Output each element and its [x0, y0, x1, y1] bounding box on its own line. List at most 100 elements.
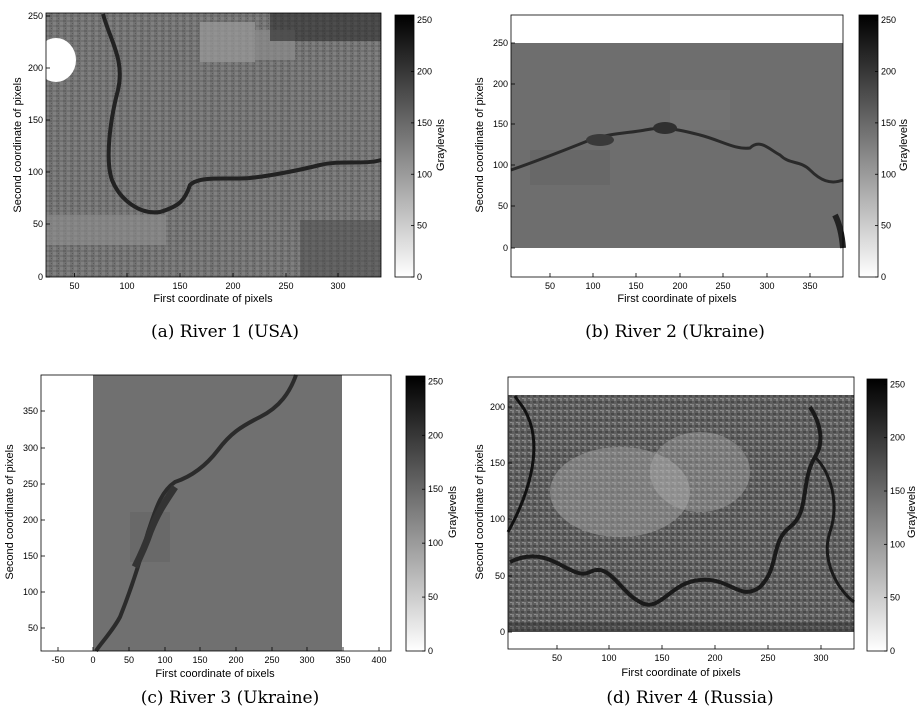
- x-tick-label: 150: [172, 281, 187, 291]
- x-axis-label-river-4: First coordinate of pixels: [621, 667, 741, 677]
- colorbar-tick-label: 50: [890, 593, 900, 603]
- x-tick-label: 0: [90, 655, 95, 665]
- y-tick-label: 300: [23, 443, 38, 453]
- panel-river-2: 0 50 100 150 200 250 50 100 150 200 250 300 350 Fir…: [470, 0, 917, 352]
- colorbar-tick-label: 250: [890, 379, 905, 389]
- x-tick-label: 150: [628, 281, 643, 291]
- colorbar-tick-label: 100: [428, 538, 443, 548]
- x-tick-label: 400: [371, 655, 386, 665]
- x-tick-label: 100: [601, 653, 616, 663]
- y-axis-label-river-3: Second coordinate of pixels: [4, 444, 16, 580]
- y-tick-label: 50: [33, 219, 43, 229]
- y-tick-label: 0: [500, 627, 505, 637]
- x-ticks-river-3: -50 0 50 100 150 200 250 300 350 400: [51, 647, 387, 665]
- y-tick-label: 50: [498, 201, 508, 211]
- x-tick-label: 50: [545, 281, 555, 291]
- figure-river-3: 50 100 150 200 250 300 350 -50 0 50 100 150 200 250 3…: [4, 374, 459, 680]
- x-tick-label: 50: [69, 281, 79, 291]
- panel-river-3: 50 100 150 200 250 300 350 -50 0 50 100 150 200 250 3…: [0, 362, 459, 717]
- satellite-image-river-2: [510, 43, 846, 249]
- satellite-image-river-3: [93, 374, 342, 653]
- x-tick-label: 100: [119, 281, 134, 291]
- y-tick-label: 100: [493, 160, 508, 170]
- y-tick-label: 150: [28, 115, 43, 125]
- colorbar-label-river-2: Graylevels: [898, 119, 910, 171]
- colorbar-tick-label: 200: [881, 67, 896, 77]
- colorbar-tick-label: 250: [428, 376, 443, 386]
- y-tick-label: 250: [23, 479, 38, 489]
- colorbar-tick-label: 0: [428, 646, 433, 656]
- colorbar-label-river-1: Graylevels: [435, 119, 447, 171]
- x-tick-label: 300: [813, 653, 828, 663]
- y-tick-label: 200: [28, 63, 43, 73]
- y-tick-label: 150: [493, 119, 508, 129]
- colorbar-river-1: [394, 14, 415, 278]
- x-axis-label-river-1: First coordinate of pixels: [153, 293, 273, 305]
- satellite-image-river-1: [36, 13, 382, 277]
- y-ticks-river-2: 0 50 100 150 200 250: [493, 38, 515, 253]
- colorbar-tick-label: 50: [881, 221, 891, 231]
- colorbar-tick-label: 200: [428, 430, 443, 440]
- x-tick-label: -50: [51, 655, 64, 665]
- colorbar-river-2: [858, 14, 879, 278]
- colorbar-tick-label: 150: [417, 118, 432, 128]
- colorbar-tick-label: 150: [890, 486, 905, 496]
- y-tick-label: 250: [28, 11, 43, 21]
- panel-river-1: 0 50 100 150 200 250 50 100 150 200 250 300 First …: [0, 0, 458, 352]
- caption-river-3: (c) River 3 (Ukraine): [140, 688, 320, 708]
- y-tick-label: 350: [23, 406, 38, 416]
- x-tick-label: 200: [707, 653, 722, 663]
- x-ticks-river-4: 50 100 150 200 250 300: [552, 645, 829, 663]
- satellite-image-river-4: [506, 395, 855, 632]
- y-tick-label: 150: [23, 551, 38, 561]
- colorbar-tick-label: 0: [881, 272, 886, 282]
- x-axis-label-river-2: First coordinate of pixels: [617, 293, 737, 305]
- x-tick-label: 100: [585, 281, 600, 291]
- caption-river-4: (d) River 4 (Russia): [606, 688, 774, 708]
- colorbar-tick-label: 100: [881, 169, 896, 179]
- y-axis-label-river-4: Second coordinate of pixels: [474, 444, 486, 580]
- colorbar-tick-label: 0: [417, 272, 422, 282]
- y-tick-label: 250: [493, 38, 508, 48]
- colorbar-tick-label: 150: [428, 484, 443, 494]
- caption-river-1: (a) River 1 (USA): [151, 322, 299, 342]
- colorbar-tick-label: 50: [428, 592, 438, 602]
- panel-river-4: 0 50 100 150 200 50 100 150 200 250 300 First coo…: [470, 362, 917, 717]
- x-ticks-river-2: 50 100 150 200 250 300 350: [545, 273, 818, 291]
- y-tick-label: 200: [490, 402, 505, 412]
- x-tick-label: 300: [299, 655, 314, 665]
- y-axis-label-river-2: Second coordinate of pixels: [474, 77, 486, 213]
- colorbar-tick-label: 250: [417, 15, 432, 25]
- y-tick-label: 100: [490, 514, 505, 524]
- x-tick-label: 300: [330, 281, 345, 291]
- colorbar-tick-label: 200: [417, 67, 432, 77]
- x-tick-label: 250: [264, 655, 279, 665]
- x-tick-label: 200: [228, 655, 243, 665]
- figure-river-4: 0 50 100 150 200 50 100 150 200 250 300 First coo…: [474, 376, 917, 679]
- y-ticks-river-1: 0 50 100 150 200 250: [28, 11, 50, 282]
- y-tick-label: 50: [495, 571, 505, 581]
- y-ticks-river-3: 50 100 150 200 250 300 350: [23, 406, 45, 633]
- y-tick-label: 100: [23, 587, 38, 597]
- y-tick-label: 150: [490, 458, 505, 468]
- y-tick-label: 0: [503, 243, 508, 253]
- x-ticks-river-1: 50 100 150 200 250 300: [69, 273, 346, 291]
- y-tick-label: 0: [38, 272, 43, 282]
- colorbar-river-3: [405, 375, 426, 652]
- y-tick-label: 100: [28, 167, 43, 177]
- colorbar-tick-label: 50: [417, 221, 427, 231]
- colorbar-tick-label: 100: [417, 169, 432, 179]
- x-tick-label: 250: [715, 281, 730, 291]
- x-tick-label: 200: [225, 281, 240, 291]
- x-tick-label: 150: [654, 653, 669, 663]
- y-tick-label: 200: [23, 515, 38, 525]
- x-tick-label: 250: [760, 653, 775, 663]
- colorbar-tick-label: 150: [881, 118, 896, 128]
- y-tick-label: 50: [28, 623, 38, 633]
- colorbar-river-4: [866, 378, 888, 652]
- x-tick-label: 300: [759, 281, 774, 291]
- colorbar-label-river-3: Graylevels: [447, 486, 458, 538]
- figure-river-2: 0 50 100 150 200 250 50 100 150 200 250 300 350 Fir…: [474, 14, 910, 305]
- colorbar-label-river-4: Graylevels: [906, 486, 917, 538]
- y-tick-label: 200: [493, 79, 508, 89]
